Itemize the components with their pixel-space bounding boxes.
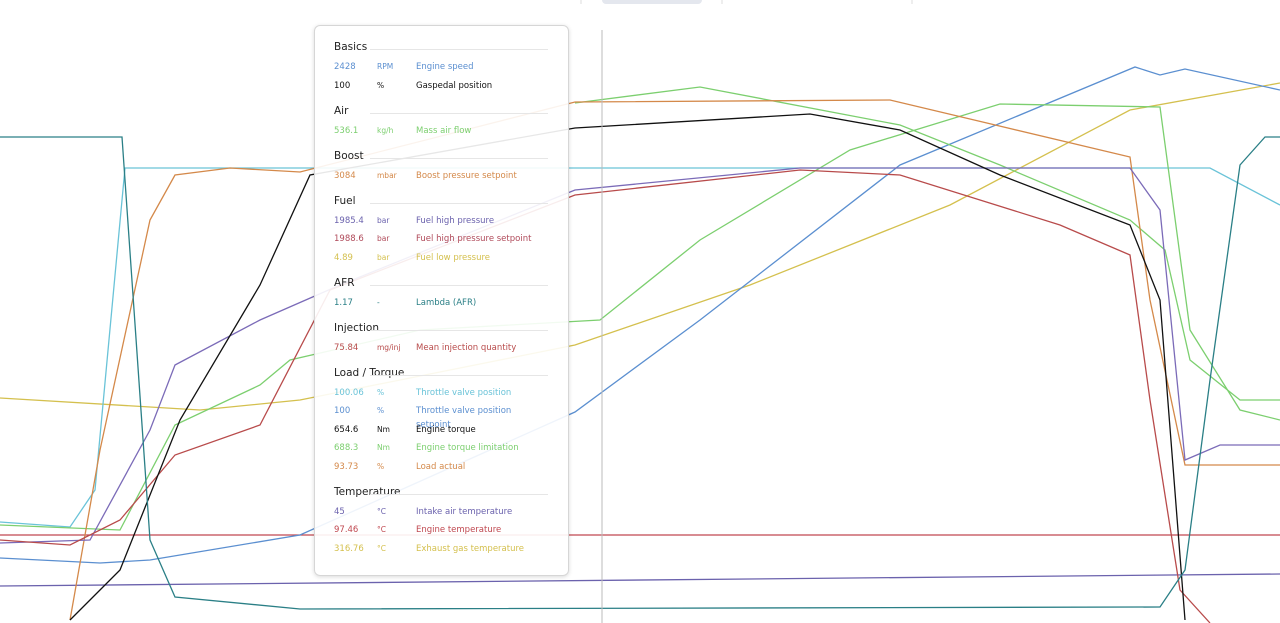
row: 75.84 mg/inj Mean injection quantity bbox=[334, 341, 548, 360]
group: Load / Torque 100.06% Throttle valve posit… bbox=[334, 366, 548, 479]
row: 3084 mbar Boost pressure setpoint bbox=[334, 169, 548, 188]
trace bbox=[0, 167, 1280, 544]
unit: bar bbox=[377, 215, 390, 225]
unit: °C bbox=[377, 525, 386, 534]
row: 1.17 - Lambda (AFR) bbox=[334, 296, 548, 315]
value: 45 bbox=[334, 506, 345, 517]
unit: bar bbox=[377, 234, 390, 243]
label: Mean injection quantity bbox=[416, 342, 517, 353]
group: Boost 3084 mbar Boost pressure setpoint bbox=[334, 149, 548, 188]
value: 4.89 bbox=[334, 252, 353, 263]
unit: RPM bbox=[377, 62, 394, 71]
label: Fuel high pressure setpoint bbox=[416, 234, 532, 244]
value: 1988.6 bbox=[334, 234, 364, 244]
row: 100.06% Throttle valve position bbox=[334, 386, 548, 405]
group: Temperature 45 °C Intake air temperature 97.… bbox=[334, 485, 548, 561]
value: 3084 bbox=[334, 170, 356, 181]
label: Intake air temperature bbox=[416, 506, 513, 517]
unit: °C bbox=[377, 506, 386, 516]
tab[interactable] bbox=[602, 0, 702, 4]
value: 536.1 bbox=[334, 125, 359, 136]
row: 536.1 kg/h Mass air flow bbox=[334, 124, 548, 143]
value: 654.6 bbox=[334, 424, 359, 435]
trace bbox=[69, 113, 1186, 621]
trace bbox=[0, 136, 1280, 610]
unit: % bbox=[377, 80, 385, 90]
group-title: Boost bbox=[334, 149, 548, 169]
label: Gaspedal position bbox=[416, 80, 493, 91]
row: 45 °C Intake air temperature bbox=[334, 505, 548, 524]
unit: kg/h bbox=[377, 125, 394, 135]
label: Engine torque limitation bbox=[416, 443, 519, 453]
unit: mg/inj bbox=[377, 342, 401, 352]
label: Load actual bbox=[416, 461, 466, 472]
label: Engine speed bbox=[416, 62, 474, 72]
value: 1985.4 bbox=[334, 215, 364, 226]
unit: °C bbox=[377, 543, 386, 553]
tooltip: Basics 2428 RPM Engine speed 100% Gaspedal po… bbox=[314, 25, 569, 576]
unit: % bbox=[377, 387, 385, 397]
label: Boost pressure setpoint bbox=[416, 170, 517, 181]
unit: - bbox=[377, 297, 380, 307]
label: Fuel high pressure bbox=[416, 215, 495, 226]
group: Fuel 1985.4 bar Fuel high pressure 1988.6 bar… bbox=[334, 194, 548, 270]
row: 316.76 °C Exhaust gas temperature bbox=[334, 542, 548, 561]
trace bbox=[0, 167, 1280, 528]
trace bbox=[0, 169, 1211, 623]
group-title: Temperature bbox=[334, 485, 548, 505]
unit: % bbox=[377, 461, 385, 471]
unit: mbar bbox=[377, 170, 397, 180]
trace bbox=[0, 103, 1280, 531]
row: 654.6 Nm Engine torque bbox=[334, 423, 548, 442]
value: 316.76 bbox=[334, 543, 364, 554]
value: 100.06 bbox=[334, 387, 364, 398]
value: 97.46 bbox=[334, 525, 359, 535]
group-title: Basics bbox=[334, 40, 548, 60]
group: Air 536.1 kg/h Mass air flow bbox=[334, 104, 548, 143]
value: 688.3 bbox=[334, 443, 359, 453]
row: 1988.6 bar Fuel high pressure setpoint bbox=[334, 232, 548, 251]
label: Lambda (AFR) bbox=[416, 297, 477, 308]
label: Throttle valve position setpoint bbox=[416, 406, 512, 430]
group: AFR 1.17 - Lambda (AFR) bbox=[334, 276, 548, 315]
group-title: Injection bbox=[334, 321, 548, 341]
row: 100% Gaspedal position bbox=[334, 79, 548, 98]
group: Injection 75.84 mg/inj Mean injection quant… bbox=[334, 321, 548, 360]
value: 75.84 bbox=[334, 342, 359, 353]
label: Throttle valve position bbox=[416, 387, 512, 398]
label: Engine torque bbox=[416, 424, 476, 435]
value: 2428 bbox=[334, 62, 356, 72]
value: 100 bbox=[334, 406, 351, 416]
unit: % bbox=[377, 406, 385, 415]
group-title: AFR bbox=[334, 276, 548, 296]
label: Fuel low pressure bbox=[416, 252, 491, 263]
unit: Nm bbox=[377, 443, 390, 452]
row: 100% Throttle valve position setpoint bbox=[334, 404, 548, 430]
group-title: Fuel bbox=[334, 194, 548, 214]
trace bbox=[0, 82, 1280, 411]
value: 100 bbox=[334, 80, 351, 91]
label: Mass air flow bbox=[416, 125, 472, 136]
row: 2428 RPM Engine speed bbox=[334, 60, 548, 79]
trace bbox=[69, 99, 1280, 621]
group-title: Load / Torque bbox=[334, 366, 548, 386]
row: 688.3 Nm Engine torque limitation bbox=[334, 441, 548, 460]
trace bbox=[0, 66, 1280, 564]
row: 97.46 °C Engine temperature bbox=[334, 523, 548, 542]
label: Exhaust gas temperature bbox=[416, 543, 525, 554]
trace bbox=[0, 573, 1280, 587]
row: 4.89 bar Fuel low pressure bbox=[334, 251, 548, 270]
value: 1.17 bbox=[334, 297, 353, 308]
label: Engine temperature bbox=[416, 525, 502, 535]
unit: bar bbox=[377, 252, 390, 262]
unit: Nm bbox=[377, 424, 390, 434]
value: 93.73 bbox=[334, 461, 359, 472]
row: 93.73% Load actual bbox=[334, 460, 548, 479]
group-title: Air bbox=[334, 104, 548, 124]
group: Basics 2428 RPM Engine speed 100% Gaspedal po… bbox=[334, 40, 548, 97]
trace bbox=[574, 86, 1280, 401]
row: 1985.4 bar Fuel high pressure bbox=[334, 214, 548, 233]
